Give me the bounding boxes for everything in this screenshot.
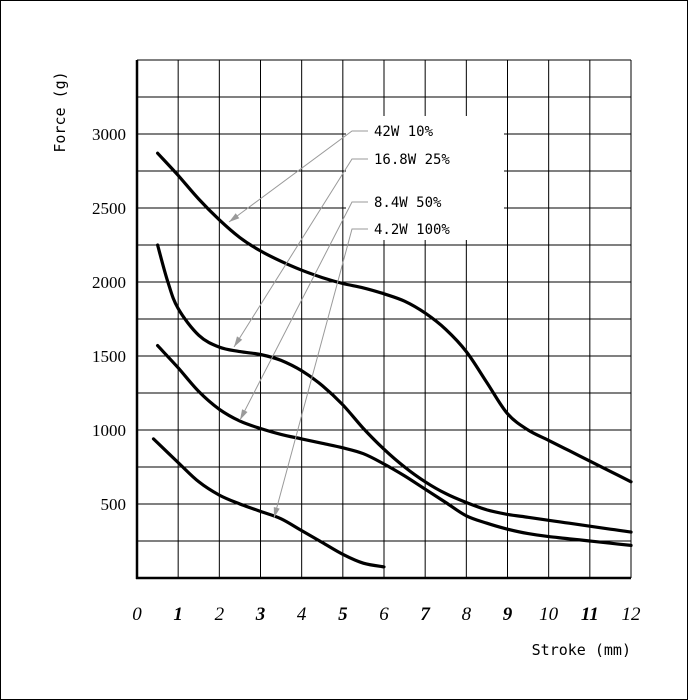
legend-leader-line xyxy=(233,158,368,348)
x-tick-label: 1 xyxy=(173,604,183,625)
x-tick-label: 4 xyxy=(297,604,307,625)
x-tick-label: 10 xyxy=(539,604,559,625)
x-tick-label: 9 xyxy=(503,604,513,625)
curves xyxy=(151,151,633,569)
y-tick-label: 1500 xyxy=(92,347,126,366)
legend-entry: 4.2W 100% xyxy=(374,222,450,238)
y-axis-label: Force (g) xyxy=(51,71,69,152)
x-tick-label: 8 xyxy=(462,604,472,625)
legend-leader-arrowhead xyxy=(240,409,248,420)
curve-8-4w xyxy=(156,344,633,547)
y-tick-label: 500 xyxy=(101,495,127,514)
legend-leader-arrowhead xyxy=(229,213,240,222)
x-tick-label: 2 xyxy=(215,604,225,625)
curve-4-2w xyxy=(151,437,386,569)
x-axis-label: Stroke (mm) xyxy=(532,641,631,659)
legend-leader-line xyxy=(273,228,368,519)
x-tick-label: 5 xyxy=(338,604,348,625)
y-tick-label: 1000 xyxy=(92,421,126,440)
y-tick-label: 3000 xyxy=(92,125,126,144)
x-tick-label: 6 xyxy=(379,604,389,625)
x-tick-label: 3 xyxy=(255,604,266,625)
x-tick-label: 12 xyxy=(622,604,642,625)
legend xyxy=(346,116,504,240)
x-tick-label: 7 xyxy=(420,604,431,625)
curve-42w xyxy=(156,151,633,484)
y-tick-label: 2000 xyxy=(92,273,126,292)
legend-entry: 16.8W 25% xyxy=(374,152,450,168)
legend-entry: 8.4W 50% xyxy=(374,195,442,211)
legend-leader-arrowhead xyxy=(234,336,243,347)
grid xyxy=(137,59,632,578)
legend-leader-line xyxy=(239,201,368,421)
legend-leader-arrowhead xyxy=(273,507,280,518)
x-tick-label: 11 xyxy=(581,604,599,625)
axes xyxy=(135,60,631,580)
curve-16-8w xyxy=(156,243,633,534)
legend-entry: 42W 10% xyxy=(374,124,434,140)
legend-leaders xyxy=(228,130,368,519)
y-tick-label: 2500 xyxy=(92,199,126,218)
x-tick-label: 0 xyxy=(132,604,142,625)
legend-background xyxy=(346,116,504,240)
legend-leader-line xyxy=(228,130,368,223)
